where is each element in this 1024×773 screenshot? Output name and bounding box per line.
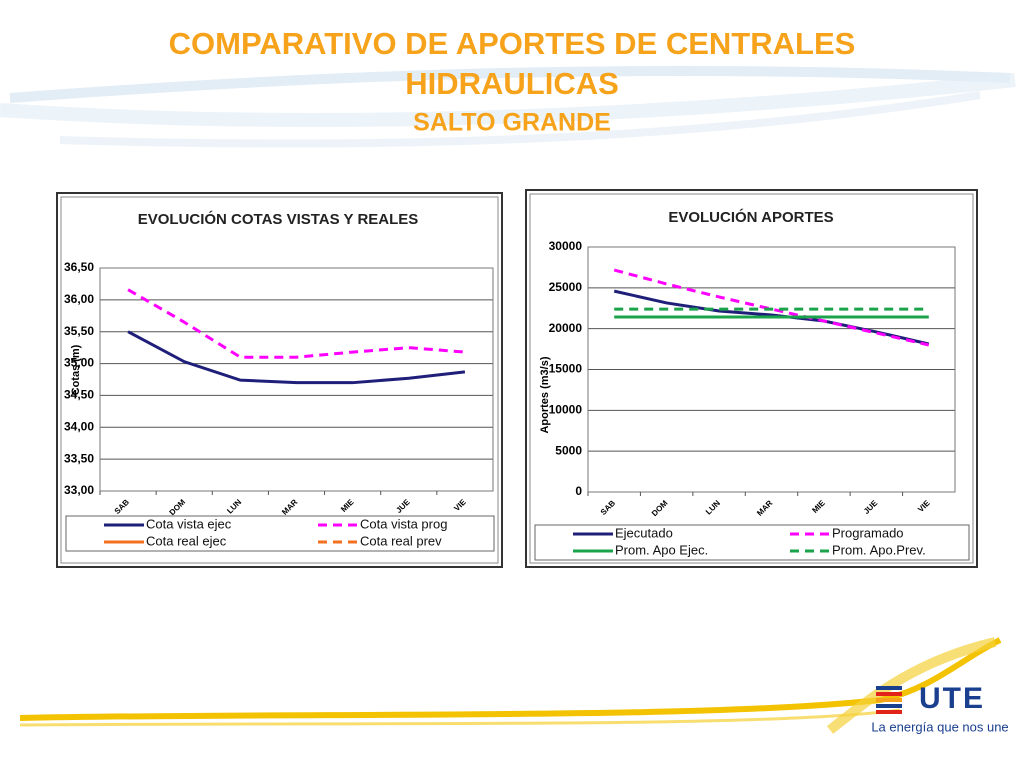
y-tick-label: 5000: [555, 443, 582, 457]
y-tick-label: 0: [575, 484, 582, 498]
charts: EVOLUCIÓN COTAS VISTAS Y REALES Cotas (m)…: [56, 189, 978, 568]
y-tick-label: 15000: [549, 362, 583, 376]
plot-area: [99, 267, 494, 492]
series-line: [127, 288, 466, 359]
series-line: [613, 289, 930, 346]
tagline: La energía que nos une: [871, 719, 1008, 734]
legend-label: Prom. Apo.Prev.: [832, 542, 926, 557]
background-decoration: [0, 65, 1016, 734]
y-tick-label: 33,00: [64, 483, 94, 497]
y-tick-label: 25000: [549, 280, 583, 294]
plot-area: [587, 246, 956, 493]
y-tick-label: 36,00: [64, 292, 94, 306]
legend-box: [65, 515, 495, 552]
y-tick-label: 34,50: [64, 388, 94, 402]
legend-label: Programado: [832, 525, 904, 540]
legend-label: Cota vista ejec: [146, 516, 232, 531]
chart-inner-frame: [60, 196, 499, 564]
chart-title: EVOLUCIÓN APORTES: [668, 208, 833, 226]
y-tick-label: 36,50: [64, 260, 94, 274]
y-tick-label: 20000: [549, 321, 583, 335]
y-tick-label: 30000: [549, 239, 583, 253]
legend-label: Ejecutado: [615, 525, 673, 540]
y-tick-label: 34,00: [64, 419, 94, 433]
slide-subtitle: SALTO GRANDE: [413, 109, 611, 137]
legend-box: [534, 524, 970, 561]
slide-title: COMPARATIVO DE APORTES DE CENTRALES: [169, 26, 856, 61]
series-line: [127, 330, 466, 385]
y-tick-label: 10000: [549, 403, 583, 417]
y-tick-label: 35,50: [64, 324, 94, 338]
y-tick-label: 35,00: [64, 356, 94, 370]
chart-title: EVOLUCIÓN COTAS VISTAS Y REALES: [138, 210, 419, 228]
legend-label: Cota real ejec: [146, 533, 227, 548]
legend-label: Cota real prev: [360, 533, 442, 548]
y-axis-label: Aportes (m3/s): [539, 356, 551, 433]
slide-title: HIDRAULICAS: [405, 66, 619, 101]
logo: UTE La energía que nos une: [871, 682, 1008, 735]
chart-inner-frame: [529, 193, 974, 564]
y-axis-label: Cotas (m): [70, 344, 82, 395]
y-tick-label: 33,50: [64, 451, 94, 465]
logo-text: UTE: [919, 682, 985, 715]
legend-label: Cota vista prog: [360, 516, 447, 531]
legend-label: Prom. Apo Ejec.: [615, 542, 708, 557]
